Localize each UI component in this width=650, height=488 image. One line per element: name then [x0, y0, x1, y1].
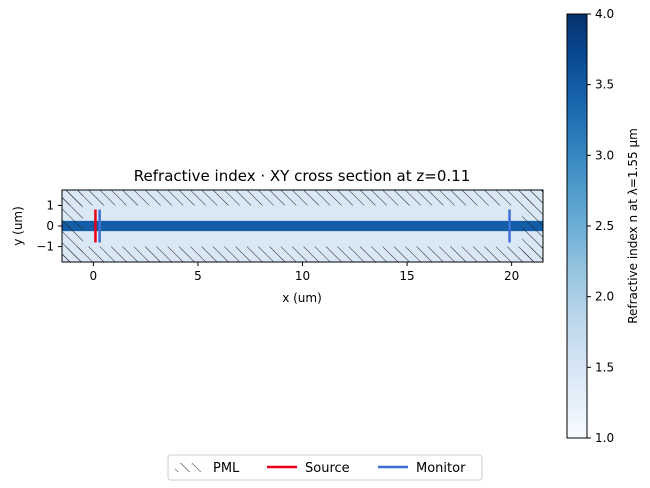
colorbar-tick-label: 1.0: [595, 431, 614, 445]
plot-area: [61, 189, 544, 263]
colorbar-tick-label: 3.0: [595, 148, 614, 162]
legend-box: [167, 454, 483, 481]
pml-region-top: [62, 190, 543, 206]
x-tick-label: 5: [194, 269, 202, 283]
legend-pml-swatch: [175, 463, 203, 472]
colorbar-tick-label: 2.0: [595, 290, 614, 304]
pml-region-bottom: [62, 246, 543, 262]
waveguide-core: [62, 220, 543, 232]
colorbar-gradient: [566, 13, 588, 439]
y-tick-label: −1: [36, 240, 54, 254]
y-tick-label: 1: [46, 198, 54, 212]
colorbar-label: Refractive index n at λ=1.55 μm: [626, 128, 640, 324]
y-axis-label: y (um): [11, 206, 25, 246]
chart-title: Refractive index · XY cross section at z…: [134, 167, 470, 185]
x-tick-label: 10: [295, 269, 310, 283]
legend-source-label: Source: [305, 461, 350, 476]
legend-pml-label: PML: [213, 461, 240, 476]
x-tick-label: 15: [399, 269, 414, 283]
legend-monitor-label: Monitor: [416, 461, 466, 476]
pml-region-right: [522, 190, 543, 262]
legend: PML Source Monitor: [167, 454, 483, 481]
colorbar-tick-label: 2.5: [595, 219, 614, 233]
axes: 0 5 10 15 20 −1 0 1: [36, 198, 519, 283]
colorbar-tick-label: 3.5: [595, 78, 614, 92]
x-tick-label: 20: [504, 269, 519, 283]
colorbar-tick-label: 1.5: [595, 360, 614, 374]
pml-region-left: [62, 190, 83, 262]
colorbar: 1.0 1.5 2.0 2.5 3.0 3.5 4.0: [566, 7, 614, 445]
x-tick-label: 0: [90, 269, 98, 283]
colorbar-tick-label: 4.0: [595, 7, 614, 21]
y-tick-label: 0: [46, 219, 54, 233]
x-axis-label: x (um): [282, 291, 322, 305]
